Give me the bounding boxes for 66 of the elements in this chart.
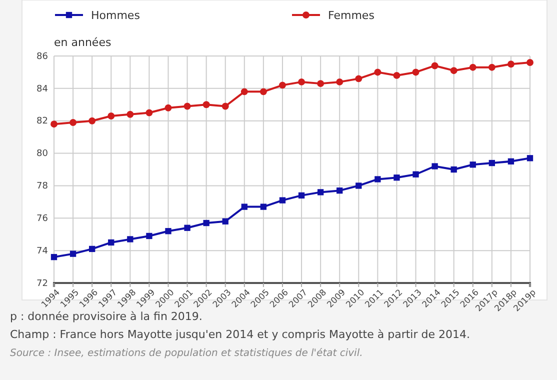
point xyxy=(260,204,267,210)
point xyxy=(240,88,248,96)
point xyxy=(374,176,381,182)
point xyxy=(356,182,362,189)
y-tick-label: 76 xyxy=(36,214,48,224)
point xyxy=(222,102,229,110)
point xyxy=(412,171,419,178)
point xyxy=(89,246,96,252)
point xyxy=(222,218,228,224)
y-tick-label: 80 xyxy=(36,149,48,160)
y-tick-label: 78 xyxy=(36,182,48,192)
point xyxy=(412,68,420,76)
point xyxy=(146,232,152,240)
point xyxy=(526,59,534,66)
point xyxy=(203,220,210,226)
legend-label: Femmes xyxy=(328,9,375,22)
point xyxy=(374,68,382,76)
point xyxy=(336,78,344,86)
point xyxy=(469,64,476,71)
point xyxy=(279,82,286,89)
point xyxy=(146,109,153,116)
point xyxy=(317,80,324,88)
point xyxy=(394,174,400,181)
point xyxy=(184,102,191,110)
point xyxy=(317,189,324,196)
point xyxy=(88,117,96,124)
point xyxy=(450,67,458,74)
point xyxy=(488,64,496,71)
y-tick-label: 72 xyxy=(36,278,48,289)
point xyxy=(184,224,190,231)
point xyxy=(526,155,534,162)
point xyxy=(507,60,514,68)
point xyxy=(202,101,210,108)
point xyxy=(127,236,134,242)
point xyxy=(393,72,400,79)
point xyxy=(70,250,76,257)
point xyxy=(108,239,114,246)
y-tick-label: 82 xyxy=(36,116,48,127)
point xyxy=(164,104,172,112)
y-tick-label: 84 xyxy=(36,84,48,94)
point xyxy=(432,163,438,170)
legend-label: Hommes xyxy=(91,9,140,22)
point xyxy=(260,88,267,96)
point xyxy=(470,162,476,168)
point xyxy=(165,228,172,234)
point xyxy=(298,192,305,199)
point xyxy=(50,254,58,260)
point xyxy=(279,197,286,204)
point xyxy=(336,187,343,194)
point xyxy=(508,158,514,164)
y-axis-title: en années xyxy=(54,36,112,49)
point xyxy=(108,112,115,120)
point xyxy=(450,166,457,173)
point xyxy=(126,110,134,118)
source-note: Source : Insee, estimations de population et statistiques de l'état civil. xyxy=(10,348,363,359)
text: p : donnée provisoire à la fin 2019. xyxy=(10,310,202,323)
point xyxy=(355,75,362,82)
y-tick-label: 86 xyxy=(36,52,48,62)
point xyxy=(431,62,438,70)
y-tick-label: 74 xyxy=(36,246,48,256)
point xyxy=(298,78,305,86)
point xyxy=(241,204,248,210)
text: Champ : France hors Mayotte jusqu'en 2014 et y compris Mayotte à partir de 2014. xyxy=(10,328,470,341)
point xyxy=(488,160,495,166)
point xyxy=(50,120,58,128)
point xyxy=(70,119,77,126)
